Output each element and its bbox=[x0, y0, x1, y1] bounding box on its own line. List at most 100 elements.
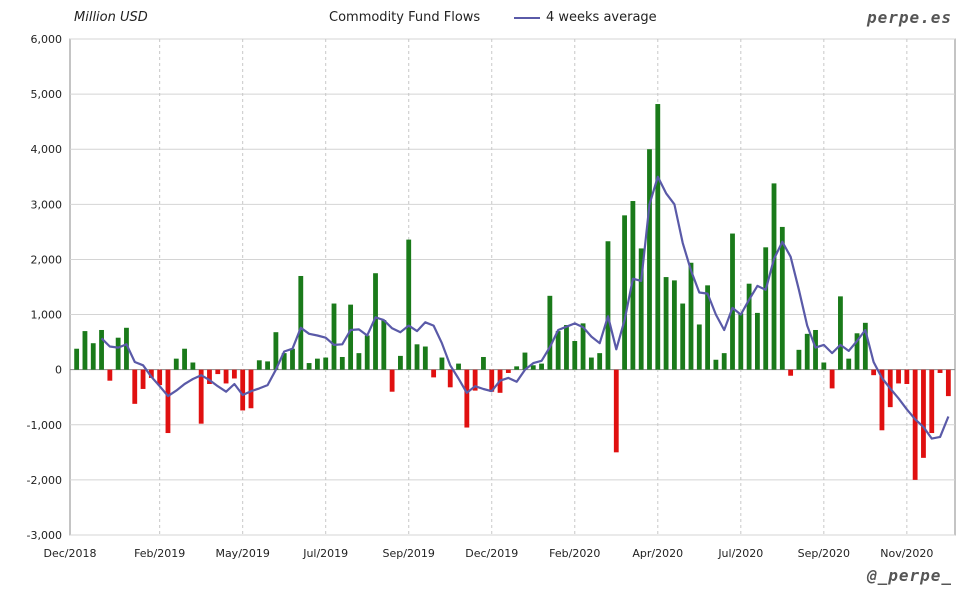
flow-bar bbox=[597, 353, 603, 370]
flow-bar bbox=[124, 327, 129, 370]
average-line-path bbox=[100, 175, 950, 440]
flow-bar bbox=[99, 329, 104, 370]
flow-bar bbox=[572, 341, 578, 370]
flow-bar bbox=[580, 323, 586, 370]
flow-bar bbox=[879, 369, 885, 431]
plot-frame bbox=[69, 38, 956, 536]
flow-bar bbox=[182, 348, 187, 370]
flow-bar bbox=[871, 369, 877, 376]
flow-bar bbox=[439, 357, 445, 370]
flow-bar bbox=[713, 359, 719, 370]
flow-bar bbox=[688, 262, 694, 370]
flow-bar bbox=[680, 303, 686, 370]
y-tick-label: -3,000 bbox=[27, 529, 62, 542]
flow-bar bbox=[215, 369, 221, 375]
flow-bar bbox=[854, 333, 860, 370]
flow-bar bbox=[489, 369, 495, 392]
flow-bar bbox=[904, 369, 910, 384]
x-tick-label: Dec/2018 bbox=[44, 547, 97, 560]
flow-bar bbox=[730, 233, 735, 370]
author-handle: @_perpe_ bbox=[866, 566, 952, 585]
flow-bar bbox=[273, 332, 279, 370]
flow-bar bbox=[647, 149, 652, 370]
legend: 4 weeks average bbox=[514, 10, 657, 25]
legend-line-swatch bbox=[514, 16, 540, 19]
flow-bar bbox=[912, 369, 918, 480]
flow-bar bbox=[331, 303, 337, 370]
x-tick-label: Jul/2019 bbox=[302, 547, 348, 560]
flow-bar bbox=[198, 369, 204, 424]
flow-bar bbox=[207, 369, 212, 384]
flow-bar bbox=[148, 369, 154, 378]
flow-bar bbox=[190, 362, 196, 370]
flow-bar bbox=[356, 353, 362, 370]
y-tick-label: -2,000 bbox=[27, 474, 62, 487]
flow-bar bbox=[564, 325, 569, 370]
flow-bar bbox=[373, 273, 378, 370]
flow-bar bbox=[256, 360, 262, 370]
flow-bar bbox=[82, 331, 88, 370]
x-tick-label: Feb/2020 bbox=[549, 547, 600, 560]
flow-bar bbox=[547, 295, 553, 370]
flow-bar bbox=[265, 361, 270, 370]
flow-bar bbox=[132, 369, 138, 404]
flow-bar bbox=[173, 358, 179, 370]
flow-bar bbox=[705, 285, 711, 370]
x-tick-label: Sep/2020 bbox=[798, 547, 850, 560]
flow-bar bbox=[862, 322, 868, 370]
chart-title: Commodity Fund Flows bbox=[329, 10, 481, 25]
brand-logo: perpe.es bbox=[866, 8, 952, 27]
flow-bar bbox=[90, 343, 96, 370]
flow-bar bbox=[829, 369, 835, 389]
flow-bar bbox=[838, 296, 843, 370]
flow-bar bbox=[813, 329, 818, 370]
flow-bar bbox=[738, 313, 744, 370]
flow-bar bbox=[223, 369, 229, 384]
y-tick-label: 6,000 bbox=[31, 33, 63, 46]
flow-bar bbox=[755, 312, 760, 370]
flow-bar bbox=[522, 352, 528, 370]
flow-bar bbox=[398, 355, 403, 370]
flow-bar bbox=[248, 369, 254, 409]
flow-bar bbox=[298, 275, 304, 370]
flow-bar bbox=[929, 369, 935, 434]
flow-bar bbox=[231, 369, 237, 379]
flow-bar bbox=[613, 369, 619, 453]
axes: 6,000 5,000 4,000 3,000 2,000 1,000 0 -1,000 -2,… bbox=[27, 33, 934, 560]
flow-bar bbox=[165, 369, 171, 434]
y-tick-label: -1,000 bbox=[27, 419, 62, 432]
flow-bar bbox=[381, 320, 387, 370]
y-tick-label: 1,000 bbox=[31, 309, 63, 322]
flow-bar bbox=[464, 369, 470, 428]
flow-bar bbox=[796, 349, 802, 370]
flow-bar bbox=[323, 357, 329, 370]
flow-bar bbox=[481, 356, 486, 370]
bars bbox=[74, 104, 951, 480]
flow-bar bbox=[472, 369, 478, 391]
flow-bar bbox=[107, 369, 113, 381]
flow-bar bbox=[555, 331, 561, 370]
y-tick-label: 3,000 bbox=[31, 198, 63, 211]
x-tick-label: Apr/2020 bbox=[632, 547, 683, 560]
flow-bar bbox=[389, 369, 395, 392]
flow-bar bbox=[746, 283, 752, 370]
flow-bar bbox=[140, 369, 146, 389]
legend-label: 4 weeks average bbox=[546, 10, 657, 25]
flow-bar bbox=[622, 215, 627, 370]
flow-bar bbox=[630, 201, 636, 370]
flow-bar bbox=[588, 357, 594, 370]
unit-label: Million USD bbox=[74, 10, 148, 25]
flow-bar bbox=[115, 337, 121, 370]
flow-bar bbox=[539, 363, 544, 370]
flow-bar bbox=[605, 241, 611, 370]
flow-bar bbox=[422, 346, 428, 370]
flow-bar bbox=[945, 369, 951, 397]
flow-bar bbox=[281, 353, 287, 370]
flow-bar bbox=[456, 363, 461, 370]
average-line bbox=[100, 175, 950, 440]
flow-bar bbox=[406, 239, 412, 370]
flow-bar bbox=[364, 335, 370, 370]
flow-bar bbox=[821, 362, 827, 370]
y-tick-label: 0 bbox=[55, 364, 62, 377]
